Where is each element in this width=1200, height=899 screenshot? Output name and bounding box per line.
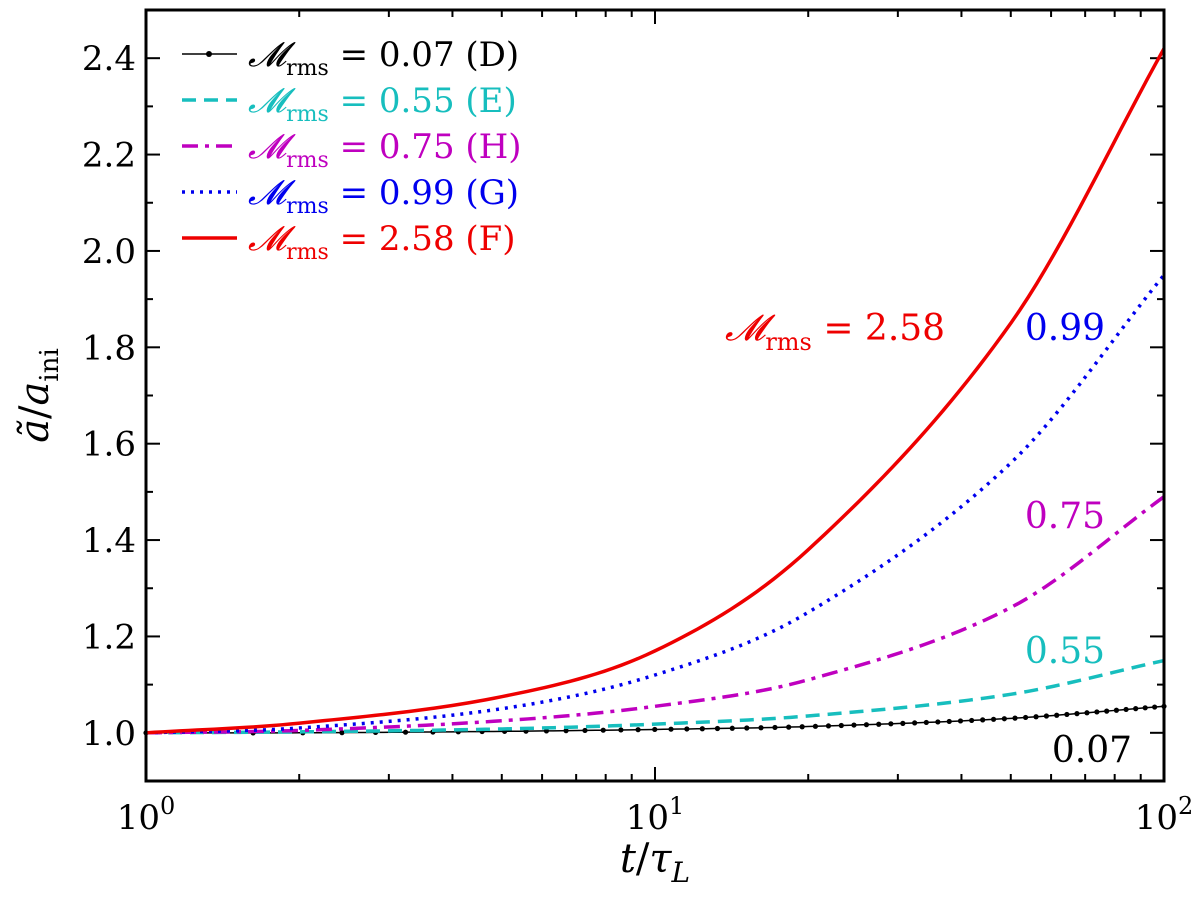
series-marker-D [600, 727, 606, 733]
curve-label-H: 0.75 [1025, 496, 1105, 537]
y-tick-label: 1.6 [82, 425, 136, 465]
series-marker-D [582, 727, 588, 734]
series-marker-D [402, 729, 409, 735]
legend: 𝓜rms = 0.07 (D)𝓜rms = 0.55 (E)𝓜rms = 0.7… [182, 35, 522, 265]
series-marker-D [1054, 712, 1060, 718]
series-marker-D [1104, 708, 1110, 714]
series-marker-D [912, 720, 918, 726]
series-marker-D [969, 717, 975, 724]
series-marker-D [851, 722, 857, 728]
series-line-E [145, 658, 1165, 735]
y-tick-label: 1.8 [82, 328, 136, 368]
series-marker-D [900, 720, 906, 726]
series-marker-D [618, 727, 624, 733]
x-axis-title: t/τL [620, 836, 690, 889]
y-tick-label: 1.0 [82, 714, 136, 754]
series-marker-D [825, 723, 832, 729]
series-marker-D [1064, 711, 1070, 718]
series-marker-D [1113, 707, 1120, 713]
plot-frame [144, 8, 1166, 783]
x-tick-label: 102 [1135, 792, 1194, 838]
curve-labels: 0.07 0.55 0.75 0.99 𝓜rms = 2.58 [725, 308, 1132, 771]
series-marker-D [1033, 714, 1039, 720]
series-marker-D [946, 718, 952, 725]
series-marker-D [339, 730, 345, 736]
series-marker-D [812, 723, 819, 729]
curve-label-G: 0.99 [1025, 308, 1105, 349]
legend-label-H: 𝓜rms = 0.75 (H) [248, 127, 522, 173]
curve-label-D: 0.07 [1052, 730, 1132, 771]
series-marker-D [699, 726, 705, 732]
series-marker-D [876, 721, 882, 727]
legend-label-D: 𝓜rms = 0.07 (D) [248, 35, 519, 81]
curve-label-E: 0.55 [1025, 631, 1105, 672]
series-marker-D [684, 726, 690, 732]
series-marker-D [957, 718, 964, 724]
series-marker-D [668, 726, 674, 732]
legend-marker-D [206, 51, 212, 57]
series-line-H [145, 495, 1166, 735]
series-marker-D [863, 722, 870, 728]
series-marker-D [772, 724, 778, 731]
series-marker-D [786, 724, 792, 730]
series-marker-D [923, 719, 929, 726]
series-line-G [145, 273, 1166, 735]
series-marker-D [652, 726, 658, 733]
series-marker-D [729, 725, 735, 731]
series-marker-D [758, 725, 764, 731]
curve-label-F: 𝓜rms = 2.58 [725, 308, 945, 356]
series-layer [143, 47, 1167, 736]
x-tick-label: 100 [117, 792, 176, 838]
series-marker-D [1043, 713, 1050, 719]
series-marker-D [1094, 709, 1100, 715]
series-marker-D [1084, 710, 1090, 716]
legend-label-E: 𝓜rms = 0.55 (E) [248, 81, 517, 127]
legend-label-F: 𝓜rms = 2.58 (F) [248, 219, 516, 265]
series-marker-D [714, 725, 721, 732]
series-marker-D [635, 727, 641, 733]
y-tick-label: 1.2 [82, 617, 136, 657]
y-tick-label: 2.2 [82, 136, 136, 176]
x-tick-label: 101 [626, 792, 685, 838]
series-marker-D [1133, 706, 1139, 712]
y-axis-title: ã/aini [12, 348, 65, 443]
y-tick-label: 2.4 [82, 39, 136, 79]
series-marker-D [563, 728, 569, 734]
series-marker-D [1012, 715, 1018, 721]
series-marker-D [935, 719, 941, 725]
series-marker-D [888, 721, 894, 727]
series-marker-D [1074, 711, 1080, 717]
series-marker-D [1123, 706, 1129, 713]
series-marker-D [744, 725, 750, 731]
legend-label-G: 𝓜rms = 0.99 (G) [248, 173, 519, 219]
tick-labels: 100 101 102 1.0 1.2 1.4 1.6 1.8 2.0 2.2 2.4 [82, 39, 1193, 838]
series-marker-D [1142, 705, 1148, 711]
series-marker-D [799, 724, 805, 730]
y-tick-label: 1.4 [82, 521, 136, 561]
series-marker-D [1001, 716, 1007, 722]
y-tick-label: 2.0 [82, 232, 136, 272]
series-marker-D [1022, 714, 1029, 721]
axis-titles: t/τL ã/aini [12, 348, 690, 889]
series-marker-D [990, 716, 997, 722]
series-marker-D [1152, 704, 1158, 710]
series-marker-D [838, 722, 844, 729]
series-line-F [145, 47, 1166, 735]
series-marker-D [980, 717, 986, 723]
